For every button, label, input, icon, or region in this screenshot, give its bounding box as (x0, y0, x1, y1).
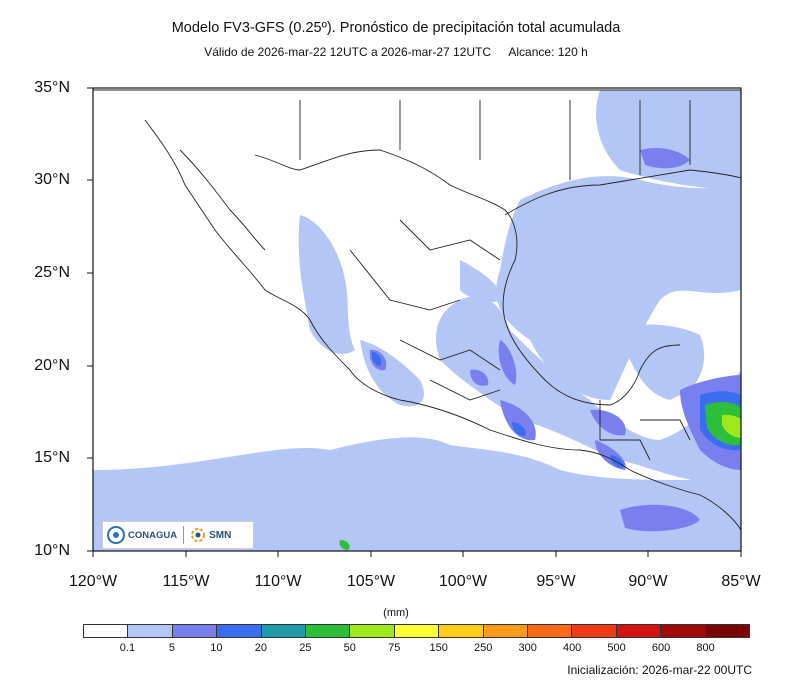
color-bar-label: 300 (518, 642, 537, 654)
color-bar-swatch (439, 625, 484, 637)
lat-label-15: 15°N (34, 449, 70, 466)
color-bar-swatch (172, 625, 218, 637)
color-bar-label: 800 (696, 642, 715, 654)
lon-label-95: 95°W (536, 573, 576, 590)
color-bar-label: 400 (562, 642, 582, 654)
lon-label-90: 90°W (628, 573, 668, 590)
agency-logos: CONAGUA SMN (102, 521, 254, 549)
color-bar-swatch (572, 625, 617, 637)
color-bar-label: 25 (299, 642, 312, 654)
color-bar-label: 5 (168, 642, 175, 654)
color-bar-swatch (306, 625, 351, 637)
lon-label-120: 120°W (68, 573, 118, 590)
color-bar-swatch (84, 625, 129, 637)
color-bar-swatch (128, 625, 173, 637)
color-bar-swatch (661, 625, 706, 637)
lon-label-105: 105°W (346, 573, 396, 590)
boundaries (93, 89, 741, 531)
precip-medium-areas (369, 148, 741, 532)
precip-heavy-areas (339, 352, 741, 550)
lon-label-100: 100°W (438, 573, 488, 590)
conagua-logo-text: CONAGUA (128, 529, 178, 541)
map-title: Modelo FV3-GFS (0.25º). Pronóstico de pr… (171, 20, 621, 36)
color-bar-label: 600 (651, 642, 671, 654)
color-bar-swatch (528, 625, 573, 637)
forecast-range: Alcance: 120 h (508, 45, 588, 59)
color-bar-swatch (350, 625, 395, 637)
lat-label-25: 25°N (34, 264, 70, 281)
smn-logo-text: SMN (209, 529, 232, 541)
color-bar-label: 150 (429, 642, 448, 654)
color-bar-label: 20 (254, 642, 267, 654)
precip-light-areas (93, 90, 741, 551)
initialization-time: Inicialización: 2026-mar-22 00UTC (567, 663, 752, 677)
color-bar-label: 50 (343, 642, 356, 654)
map-subtitle: Válido de 2026-mar-22 12UTC a 2026-mar-2… (0, 45, 792, 59)
lat-label-30: 30°N (34, 171, 70, 188)
color-bar-label: 10 (210, 642, 223, 654)
lat-label-10: 10°N (34, 542, 70, 559)
color-bar-label: 250 (474, 642, 493, 654)
color-bar-swatch (616, 625, 662, 637)
color-bar-swatch (483, 625, 529, 637)
lon-label-115: 115°W (162, 573, 210, 590)
color-bar-swatch (705, 625, 750, 637)
color-bar-label: 75 (388, 642, 401, 654)
color-bar-swatch (394, 625, 440, 637)
color-bar-swatch (217, 625, 262, 637)
lat-label-20: 20°N (34, 357, 70, 374)
axis-ticks (87, 87, 742, 557)
color-bar (83, 624, 750, 638)
lon-label-85: 85°W (721, 573, 761, 590)
color-bar-label: 500 (607, 642, 626, 654)
logo-divider (183, 526, 185, 544)
valid-period: Válido de 2026-mar-22 12UTC a 2026-mar-2… (204, 45, 492, 59)
color-bar-swatch (261, 625, 307, 637)
smn-logo-icon (191, 528, 206, 542)
conagua-logo-icon (107, 526, 125, 544)
lon-label-110: 110°W (254, 573, 302, 590)
lat-label-35: 35°N (34, 79, 70, 96)
color-bar-label: 0.1 (119, 642, 136, 654)
legend-units: (mm) (383, 607, 409, 619)
